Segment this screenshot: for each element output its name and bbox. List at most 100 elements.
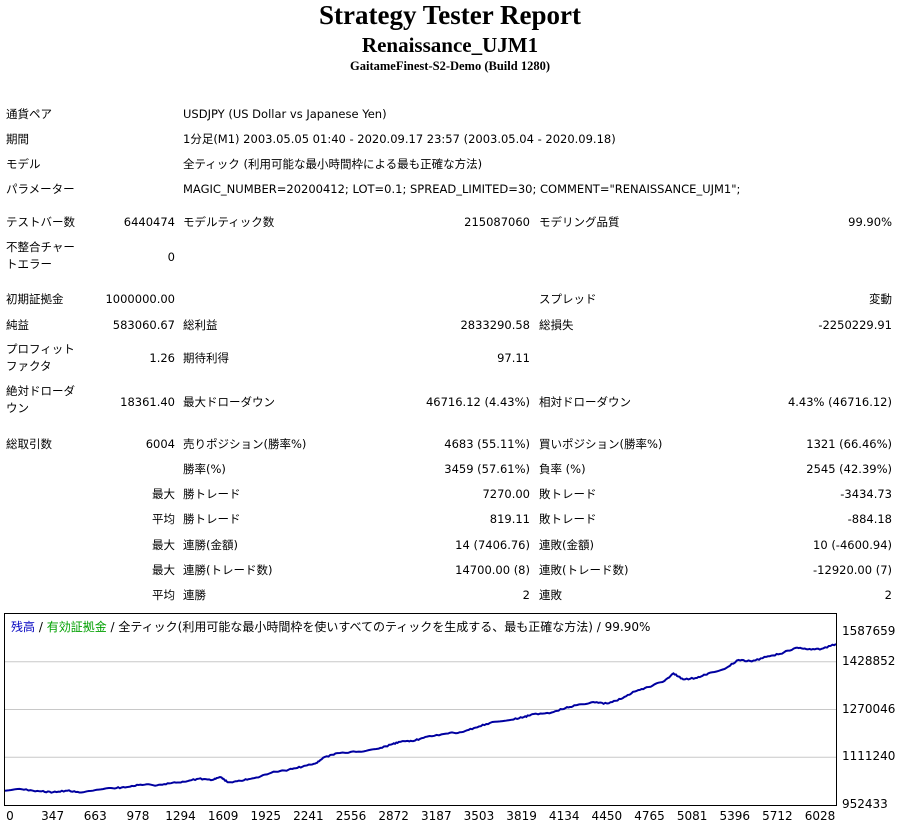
- ticks-label: モデルティック数: [183, 215, 275, 229]
- server-build: GaitameFinest-S2-Demo (Build 1280): [350, 59, 550, 73]
- max-cons-wins-label: 連勝(金額): [183, 538, 238, 552]
- payoff-label: 期待利得: [183, 351, 229, 365]
- pf-label-1: プロフィット: [6, 342, 75, 356]
- legend-separator: /: [106, 620, 119, 634]
- mismatch-label-1: 不整合チャー: [6, 240, 75, 254]
- trades-label: 総取引数: [6, 437, 52, 451]
- y-tick-label: 1270046: [842, 701, 896, 716]
- x-tick-label: 6028: [804, 809, 836, 823]
- x-tick-label: 663: [83, 809, 107, 823]
- mismatch-label-2: トエラー: [6, 257, 52, 271]
- avg-cons-wins-label: 連勝: [183, 588, 206, 602]
- max-dd-label: 最大ドローダウン: [183, 395, 275, 409]
- model-label: モデル: [6, 157, 41, 171]
- win-label: 勝率(%): [183, 462, 226, 476]
- rel-dd-label: 相対ドローダウン: [539, 395, 631, 409]
- bars-value: 6440474: [123, 215, 175, 229]
- mismatch-value: 0: [167, 250, 175, 264]
- net-label: 純益: [6, 318, 29, 332]
- y-tick-label: 1587659: [842, 624, 896, 638]
- long-value: 1321 (66.46%): [806, 437, 892, 451]
- x-tick-label: 0: [6, 809, 14, 823]
- short-value: 4683 (55.11%): [444, 437, 530, 451]
- x-tick-label: 2872: [378, 809, 409, 823]
- legend-separator: /: [35, 620, 47, 634]
- x-tick-label: 978: [126, 809, 150, 823]
- gross-profit-label: 総利益: [183, 318, 218, 332]
- trades-value: 6004: [145, 437, 175, 451]
- avg-win-label: 勝トレード: [183, 512, 241, 526]
- x-tick-label: 5712: [762, 809, 793, 823]
- params-label: パラメーター: [6, 182, 75, 196]
- x-tick-label: 4765: [634, 809, 665, 823]
- period-value: 1分足(M1) 2003.05.05 01:40 - 2020.09.17 23…: [183, 132, 616, 146]
- gross-loss-value: -2250229.91: [818, 318, 892, 332]
- max-cons-losses-label: 連敗(金額): [539, 538, 594, 552]
- x-tick-label: 5396: [719, 809, 751, 823]
- params-value: MAGIC_NUMBER=20200412; LOT=0.1; SPREAD_L…: [183, 182, 741, 196]
- balance-chart: 残高 / 有効証拠金 / 全ティック(利用可能な最小時間枠を使いすべてのティック…: [4, 613, 837, 806]
- x-tick-label: 4450: [591, 809, 623, 823]
- short-label: 売りポジション(勝率%): [183, 437, 307, 451]
- x-tick-label: 1925: [250, 809, 282, 823]
- legend-balance: 残高: [11, 620, 36, 634]
- x-tick-label: 2241: [293, 809, 324, 823]
- symbol-label: 通貨ペア: [6, 107, 52, 121]
- chart-plot-area: [5, 643, 836, 794]
- quality-label: モデリング品質: [539, 215, 620, 229]
- max-dd-value: 46716.12 (4.43%): [425, 395, 530, 409]
- max-cons-profit-label: 連勝(トレード数): [183, 563, 273, 577]
- loss-value: 2545 (42.39%): [806, 462, 892, 476]
- max-prefix-2: 最大: [152, 563, 175, 577]
- y-tick-label: 1428852: [842, 653, 896, 668]
- deposit-value: 1000000.00: [105, 292, 175, 306]
- net-value: 583060.67: [112, 318, 175, 332]
- max-cons-profit-value: 14700.00 (8): [455, 563, 530, 577]
- x-tick-label: 2556: [335, 809, 367, 823]
- x-tick-label: 5081: [676, 809, 708, 823]
- legend-model: 全ティック(利用可能な最小時間枠を使いすべてのティックを生成する、最も正確な方法…: [118, 620, 651, 634]
- largest-loss-label: 敗トレード: [539, 487, 597, 501]
- largest-win-label: 勝トレード: [183, 487, 241, 501]
- legend-equity: 有効証拠金: [46, 620, 107, 634]
- abs-dd-value: 18361.40: [120, 395, 175, 409]
- spread-label: スプレッド: [539, 292, 597, 306]
- x-tick-label: 1294: [165, 809, 196, 823]
- largest-win-value: 7270.00: [482, 487, 530, 501]
- balance-series-line: [5, 643, 836, 794]
- max-cons-loss-label: 連敗(トレード数): [539, 563, 629, 577]
- max-prefix-1: 最大: [152, 538, 175, 552]
- avg-prefix-2: 平均: [152, 588, 175, 602]
- quality-value: 99.90%: [848, 215, 892, 229]
- avg-cons-wins-value: 2: [522, 588, 530, 602]
- gross-loss-label: 総損失: [539, 318, 574, 332]
- payoff-value: 97.11: [497, 351, 530, 365]
- abs-dd-label-2: ウン: [6, 401, 29, 415]
- x-tick-label: 347: [41, 809, 65, 823]
- loss-label: 負率 (%): [539, 462, 586, 476]
- abs-dd-label-1: 絶対ドローダ: [6, 384, 75, 398]
- avg-cons-losses-value: 2: [884, 588, 892, 602]
- average-prefix: 平均: [152, 512, 175, 526]
- y-tick-label: 952433: [842, 797, 888, 811]
- avg-loss-label: 敗トレード: [539, 512, 597, 526]
- largest-loss-value: -3434.73: [840, 487, 892, 501]
- ticks-value: 215087060: [464, 215, 530, 229]
- gross-profit-value: 2833290.58: [460, 318, 530, 332]
- max-cons-loss-value: -12920.00 (7): [813, 563, 892, 577]
- chart-legend: 残高 / 有効証拠金 / 全ティック(利用可能な最小時間枠を使いすべてのティック…: [11, 618, 650, 635]
- max-cons-losses-value: 10 (-4600.94): [813, 538, 892, 552]
- x-tick-label: 1609: [207, 809, 239, 823]
- x-tick-label: 3819: [506, 809, 537, 823]
- avg-win-value: 819.11: [489, 512, 530, 526]
- period-label: 期間: [6, 132, 29, 146]
- deposit-label: 初期証拠金: [6, 292, 64, 306]
- ea-name: Renaissance_UJM1: [361, 33, 539, 57]
- symbol-value: USDJPY (US Dollar vs Japanese Yen): [183, 107, 387, 121]
- rel-dd-value: 4.43% (46716.12): [787, 395, 892, 409]
- max-cons-wins-value: 14 (7406.76): [455, 538, 530, 552]
- report-title: Strategy Tester Report: [319, 0, 581, 30]
- model-value: 全ティック (利用可能な最小時間枠による最も正確な方法): [183, 157, 483, 171]
- pf-value: 1.26: [149, 351, 175, 365]
- x-tick-label: 3187: [421, 809, 452, 823]
